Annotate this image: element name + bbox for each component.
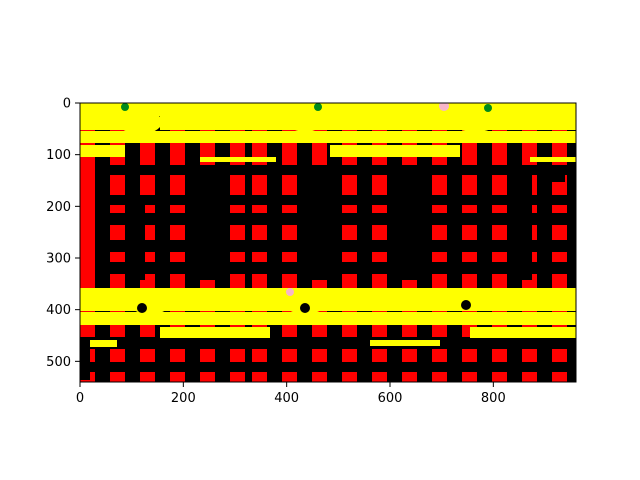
green-blotch: [484, 104, 492, 112]
yellow-blotch: [283, 290, 327, 314]
yellow-band: [160, 116, 576, 130]
x-tick-label: 800: [481, 391, 506, 406]
black-grid: [80, 165, 576, 372]
x-tick-label: 0: [76, 391, 84, 406]
grid-block: [305, 165, 327, 280]
dark-blotch: [461, 300, 471, 310]
dark-blotch: [540, 170, 565, 182]
yellow-band: [80, 288, 576, 298]
grid-bar: [80, 337, 576, 349]
grid-bar: [80, 362, 576, 372]
y-tick-label: 100: [46, 148, 71, 163]
grid-block: [125, 205, 145, 280]
yellow-band: [160, 327, 270, 338]
yellow-band: [330, 145, 460, 157]
grid-block: [510, 165, 532, 280]
grid-bar: [95, 165, 576, 175]
y-axis: 0 100 200 300 400 500: [46, 97, 80, 370]
yellow-blotch: [285, 104, 325, 132]
yellow-band: [80, 103, 576, 116]
y-tick-label: 0: [63, 97, 71, 112]
grid-bar: [95, 213, 576, 225]
grid-block: [200, 165, 222, 280]
dark-blotch: [300, 303, 310, 313]
x-axis: 0 200 400 600 800: [76, 382, 506, 406]
blotches: [80, 103, 565, 380]
yellow-band: [470, 327, 576, 338]
grid-bar: [95, 195, 576, 205]
grid-bar: [95, 262, 576, 274]
y-tick-label: 400: [46, 303, 71, 318]
green-blotch: [121, 103, 129, 111]
x-tick-label: 600: [378, 391, 403, 406]
pink-blotch: [439, 103, 449, 111]
pink-blotch: [286, 288, 294, 296]
grid-block: [400, 175, 422, 280]
yellow-band: [85, 340, 117, 347]
y-tick-label: 500: [46, 355, 71, 370]
yellow-band: [80, 131, 576, 143]
yellow-band: [200, 157, 276, 162]
yellow-band: [80, 145, 125, 157]
dark-blotch: [80, 340, 90, 380]
dark-blotch: [137, 303, 147, 313]
yellow-blotch: [128, 290, 172, 314]
x-tick-label: 200: [171, 391, 196, 406]
yellow-band: [80, 312, 576, 325]
y-tick-label: 300: [46, 252, 71, 267]
grid-bar: [95, 240, 576, 252]
yellow-blotch: [448, 290, 492, 310]
image-area: [80, 103, 576, 382]
yellow-band: [80, 116, 128, 130]
yellow-blotch: [453, 112, 497, 132]
yellow-blotch: [118, 110, 162, 134]
y-tick-label: 200: [46, 200, 71, 215]
x-tick-label: 400: [274, 391, 299, 406]
yellow-band: [370, 340, 440, 346]
yellow-band: [530, 157, 576, 162]
axes-frame: [79, 102, 577, 383]
green-blotch: [314, 103, 322, 111]
